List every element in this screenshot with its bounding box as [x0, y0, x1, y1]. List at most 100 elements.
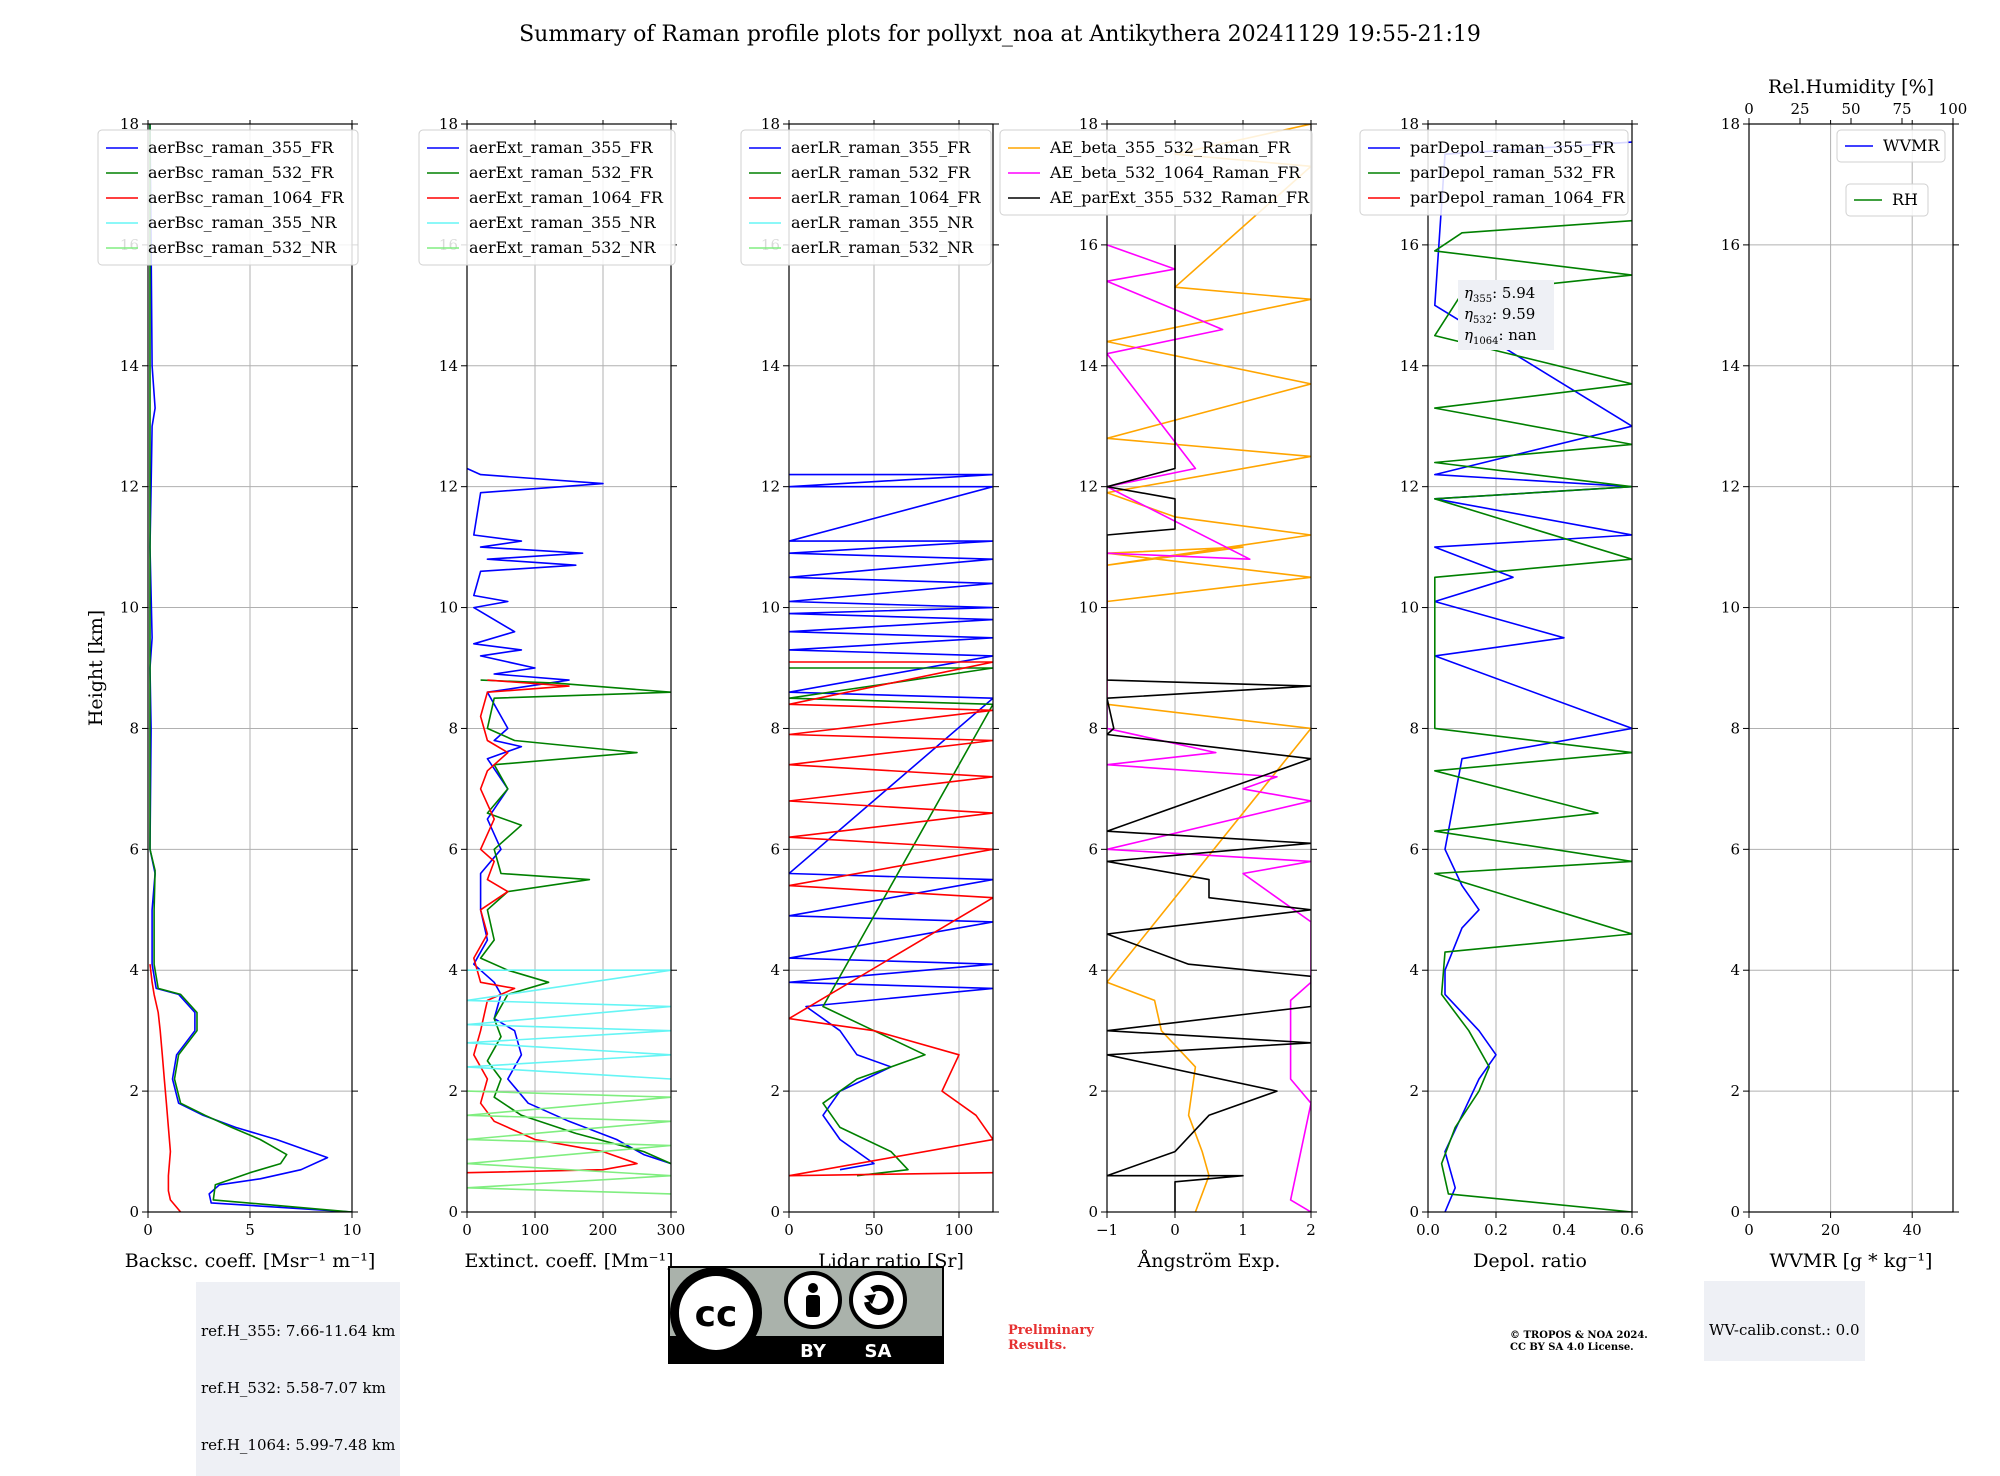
legend: aerLR_raman_355_FR aerLR_raman_532_FR aerL… [740, 129, 992, 266]
series-line-aerExt_raman_532_NR [467, 1090, 671, 1195]
panel-3: 050100024681012141618Lidar ratio [Sr]aer… [740, 115, 999, 1272]
legend-label: aerBsc_raman_1064_FR [148, 188, 345, 207]
series-group [789, 473, 993, 1177]
y-tick-label: 8 [1409, 719, 1419, 737]
x-tick-label: 0 [462, 1221, 472, 1239]
copyright-line-1: © TROPOS & NOA 2024. [1510, 1330, 1648, 1341]
x-tick-label: 200 [589, 1221, 618, 1239]
y-tick-label: 12 [1721, 478, 1740, 496]
axes-frame [1427, 123, 1633, 1213]
y-tick-label: 2 [1088, 1082, 1098, 1100]
x-tick-label: 0.0 [1416, 1221, 1440, 1239]
y-tick-label: 14 [1721, 357, 1740, 375]
series-line-aerExt_raman_355_NR [467, 969, 671, 1080]
figure-title: Summary of Raman profile plots for polly… [519, 22, 1481, 47]
x2-tick-label: 50 [1841, 100, 1860, 118]
legend-label: aerLR_raman_355_FR [791, 138, 971, 157]
x-tick-label: 5 [245, 1221, 255, 1239]
eta-532: η532: 9.59 [1464, 305, 1535, 326]
y-tick-label: 10 [120, 599, 139, 617]
series-line-aerExt_raman_1064_FR [467, 679, 638, 1174]
legend-RH: RH [1845, 183, 1929, 217]
legend-label: AE_beta_355_532_Raman_FR [1049, 138, 1291, 157]
legend-label: aerExt_raman_355_FR [469, 138, 654, 157]
x-tick-label: 0 [1170, 1221, 1180, 1239]
legend-box [999, 129, 1313, 216]
y-tick-label: 12 [1079, 478, 1098, 496]
x-tick-label: 0 [784, 1221, 794, 1239]
x-tick-label: 0.6 [1620, 1221, 1644, 1239]
series-line-aerLR_raman_355_FR [789, 473, 993, 1171]
panel-6: 0 20 40 0 2 4 6 8 10 12 14 16 18 WVMR [g * kg⁻¹] 0 25 50… [1721, 76, 1967, 1272]
legend-label: aerBsc_raman_355_FR [148, 138, 334, 157]
y-tick-label: 16 [1400, 236, 1419, 254]
y-tick-label: 12 [120, 478, 139, 496]
y-tick-label: 0 [1088, 1203, 1098, 1221]
legend: AE_beta_355_532_Raman_FR AE_beta_532_1064… [999, 129, 1313, 216]
legend-label: parDepol_raman_355_FR [1410, 138, 1616, 157]
y-tick-label: 12 [761, 478, 780, 496]
preliminary-line-1: Preliminary [1008, 1323, 1094, 1338]
y-tick-label: 16 [1721, 236, 1740, 254]
axes-frame [1106, 123, 1312, 1213]
x2-tick-label: 0 [1744, 100, 1754, 118]
legend: aerBsc_raman_355_FR aerBsc_raman_532_FRae… [97, 129, 359, 266]
x-tick-label: −1 [1096, 1221, 1118, 1239]
y-tick-label: 10 [439, 599, 458, 617]
axes-frame [1748, 123, 1954, 1213]
x-axis-label: Depol. ratio [1473, 1250, 1587, 1272]
y-tick-label: 6 [1730, 840, 1740, 858]
y-tick-label: 6 [1088, 840, 1098, 858]
x2-tick-label: 100 [1939, 100, 1968, 118]
cc-text: cc [695, 1294, 738, 1335]
by-text: BY [800, 1341, 827, 1362]
x-axis-label: Backsc. coeff. [Msr⁻¹ m⁻¹] [125, 1250, 376, 1272]
y-tick-label: 16 [1079, 236, 1098, 254]
y-tick-label: 18 [761, 115, 780, 133]
legend-label: AE_beta_532_1064_Raman_FR [1049, 163, 1301, 182]
y-tick-label: 8 [129, 719, 139, 737]
legend: parDepol_raman_355_FR parDepol_raman_532_… [1359, 129, 1629, 216]
x-axis-label: Extinct. coeff. [Mm⁻¹] [464, 1250, 673, 1272]
series-line-aerLR_raman_1064_FR [789, 661, 993, 1177]
y-tick-label: 4 [129, 961, 139, 979]
y-tick-label: 14 [1079, 357, 1098, 375]
x-tick-label: 50 [864, 1221, 883, 1239]
x-tick-label: 100 [521, 1221, 550, 1239]
legend-box [1359, 129, 1629, 216]
legend-box [1836, 129, 1946, 163]
y-tick-label: 4 [448, 961, 458, 979]
copyright-note: © TROPOS & NOA 2024. CC BY SA 4.0 Licens… [1510, 1330, 1648, 1354]
y-tick-label: 14 [1400, 357, 1419, 375]
y-tick-label: 2 [1730, 1082, 1740, 1100]
series-group [1434, 141, 1632, 1212]
ref-height-1064: ref.H_1064: 5.99-7.48 km [201, 1436, 396, 1454]
x-tick-label: 0.4 [1552, 1221, 1576, 1239]
y-axis-label: Height [km] [85, 610, 107, 726]
x-tick-label: 0.2 [1484, 1221, 1508, 1239]
x-axis-label: Ångström Exp. [1137, 1250, 1281, 1272]
y-tick-label: 8 [1730, 719, 1740, 737]
x-tick-label: 100 [945, 1221, 974, 1239]
x2-tick-label: 25 [1790, 100, 1809, 118]
y-tick-label: 14 [761, 357, 780, 375]
y-tick-label: 10 [761, 599, 780, 617]
cc-by-sa-logo: cc BY SA [668, 1266, 944, 1364]
y-tick-label: 8 [1088, 719, 1098, 737]
legend-WVMR: WVMR [1836, 129, 1946, 163]
series-line-parDepol_raman_532_FR [1434, 219, 1632, 1212]
series-line-aerBsc_raman_532_FR [149, 124, 352, 1212]
y-tick-label: 14 [120, 357, 139, 375]
series-group [467, 467, 671, 1195]
series-line-parDepol_raman_355_FR [1434, 141, 1632, 1212]
series-line-aerExt_raman_532_FR [479, 679, 671, 1165]
x-tick-label: 1 [1238, 1221, 1248, 1239]
series-line-AE_parExt_355_532_Raman_FR [1107, 244, 1311, 1212]
y-tick-label: 10 [1721, 599, 1740, 617]
copyright-line-2: CC BY SA 4.0 License. [1510, 1342, 1634, 1353]
series-line-aerBsc_raman_1064_FR [149, 964, 182, 1212]
y-tick-label: 2 [1409, 1082, 1419, 1100]
legend-label: aerExt_raman_532_NR [469, 238, 657, 257]
axes-frame [788, 123, 994, 1213]
preliminary-note: Preliminary Results. [1008, 1323, 1094, 1353]
